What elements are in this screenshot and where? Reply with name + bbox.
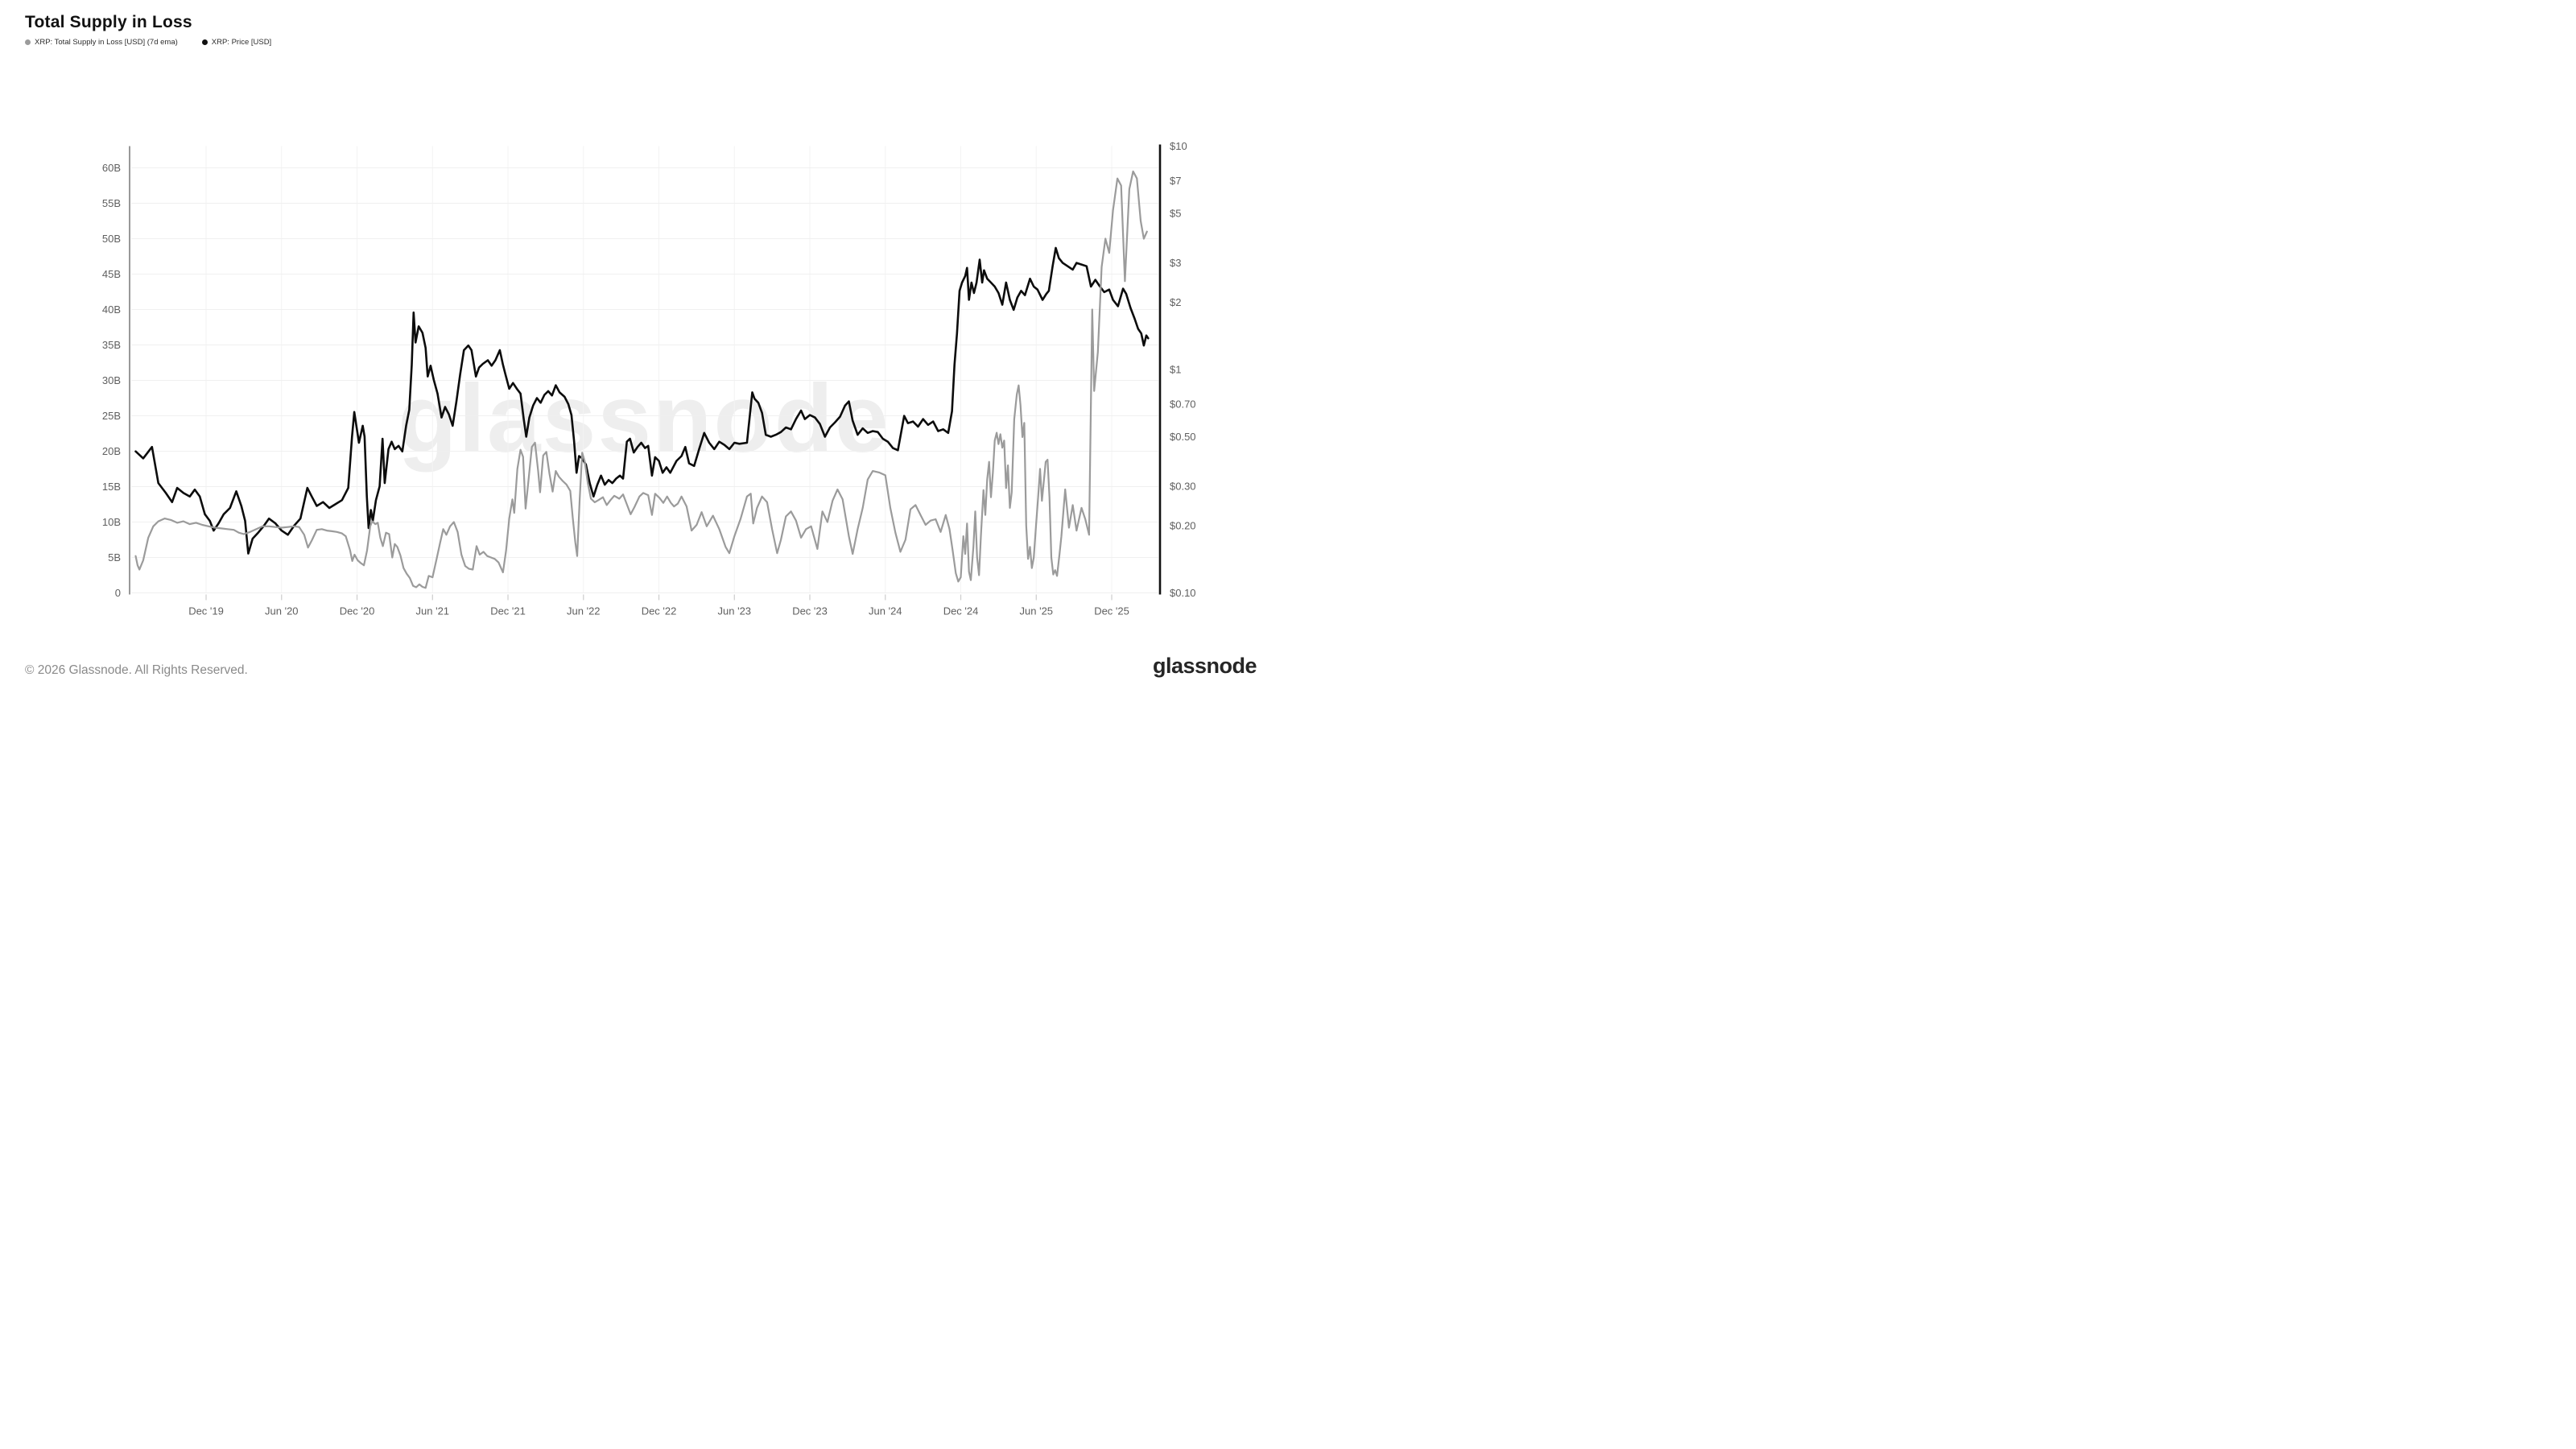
legend-item-supply-in-loss[interactable]: XRP: Total Supply in Loss [USD] (7d ema) [25,38,178,47]
x-axis-label: Jun '20 [265,605,299,617]
left-axis-label: 15B [102,481,121,493]
gridlines [131,146,1158,593]
legend-label-price: XRP: Price [USD] [211,38,272,47]
right-axis-label: $1 [1170,364,1181,376]
x-axis-label: Dec '24 [943,605,979,617]
left-axis-label: 20B [102,445,121,457]
x-axis-label: Dec '25 [1094,605,1129,617]
x-axis-label: Dec '22 [642,605,677,617]
x-axis-label: Dec '19 [188,605,224,617]
x-axis-label: Jun '21 [416,605,450,617]
x-axis-label: Dec '20 [340,605,375,617]
right-axis-label: $2 [1170,296,1181,308]
x-axis-label: Jun '22 [567,605,601,617]
left-axis-label: 45B [102,268,121,280]
legend-label-supply: XRP: Total Supply in Loss [USD] (7d ema) [35,38,178,47]
left-axis-label: 35B [102,339,121,351]
right-axis-label: $7 [1170,175,1181,187]
left-axis-label: 5B [108,551,121,564]
price-line[interactable] [134,246,1150,555]
left-axis-label: 55B [102,197,121,209]
x-axis-label: Jun '25 [1020,605,1054,617]
series-lines [134,170,1150,589]
right-axis-label: $0.30 [1170,481,1196,493]
x-axis-labels: Dec '19 Jun '20 Dec '20 Jun '21 Dec '21 Jun '… [188,594,1129,617]
glassnode-chart-page: Total Supply in Loss XRP: Total Supply i… [0,0,1288,724]
right-axis-label: $0.70 [1170,398,1196,410]
left-axis-label: 0 [115,587,121,599]
right-axis-label: $3 [1170,257,1181,269]
price-series-dot-icon [201,39,208,45]
left-axis-label: 30B [102,374,121,386]
right-axis-label: $0.20 [1170,519,1196,531]
supply-series-dot-icon [25,39,31,45]
left-axis-label: 60B [102,162,121,174]
x-axis-label: Jun '24 [869,605,902,617]
supply-in-loss-line[interactable] [134,170,1148,589]
legend-item-price[interactable]: XRP: Price [USD] [201,38,272,47]
x-axis-label: Dec '23 [792,605,828,617]
right-axis-label: $5 [1170,208,1181,220]
left-axis-label: 10B [102,516,121,528]
right-axis-labels: $10 $7 $5 $3 $2 $1 $0.70 $0.50 $0.30 $0.20 $0.10 [1170,140,1196,599]
left-axis-label: 50B [102,233,121,245]
glassnode-logo[interactable]: glassnode [1152,654,1257,678]
right-axis-label: $0.50 [1170,431,1196,443]
chart-legend: XRP: Total Supply in Loss [USD] (7d ema)… [25,38,271,47]
left-axis-label: 25B [102,410,121,422]
right-axis-label: $0.10 [1170,587,1196,599]
copyright-text: © 2026 Glassnode. All Rights Reserved. [25,663,248,677]
left-axis-label: 40B [102,303,121,316]
chart-canvas[interactable]: 05B10B15B20B25B30B35B40B45B50B55B60B$10$… [0,0,1288,724]
x-axis-label: Dec '21 [490,605,526,617]
page-title: Total Supply in Loss [25,13,192,31]
left-axis-labels: 0 5B 10B 15B 20B 25B 30B 35B 40B 45B 50B 55B 60B [102,162,121,599]
right-axis-label: $10 [1170,140,1187,152]
x-axis-label: Jun '23 [718,605,752,617]
